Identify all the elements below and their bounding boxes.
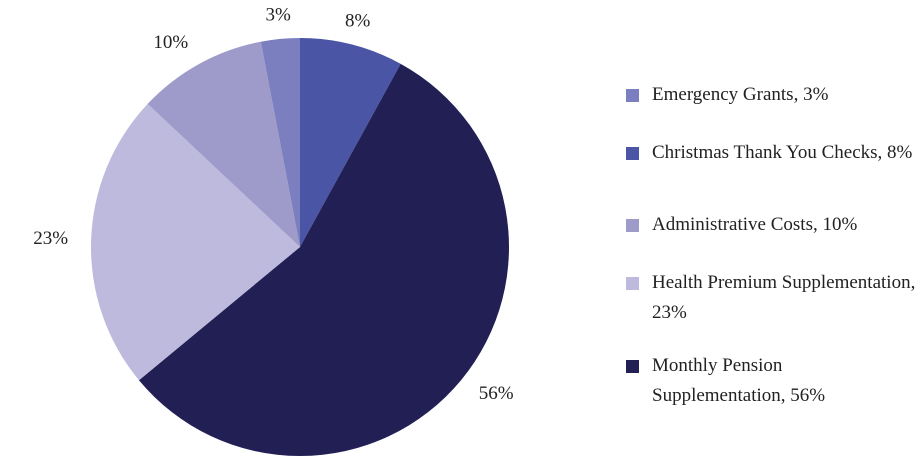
- pie-slice: [90, 103, 300, 381]
- legend-label: Health Premium Supplementation, 23%: [652, 272, 916, 323]
- legend-swatch: [626, 277, 639, 290]
- data-label: 10%: [153, 32, 188, 53]
- legend-label: Monthly Pension Supplementation, 56%: [652, 355, 826, 406]
- data-label: 23%: [33, 228, 68, 249]
- legend-label: Administrative Costs, 10%: [652, 214, 858, 235]
- pie-slice: [147, 41, 300, 247]
- legend-item: Administrative Costs, 10%: [626, 210, 916, 240]
- legend-item: Monthly Pension Supplementation, 56%: [626, 351, 916, 411]
- legend-item: Emergency Grants, 3%: [626, 80, 916, 110]
- legend-label: Emergency Grants, 3%: [652, 84, 829, 105]
- legend-swatch: [626, 89, 639, 102]
- legend-item: Health Premium Supplementation, 23%: [626, 268, 916, 328]
- data-label: 56%: [479, 383, 514, 404]
- legend-swatch: [626, 219, 639, 232]
- data-label: 3%: [266, 4, 292, 25]
- legend-swatch: [626, 360, 639, 373]
- pie-slice: [260, 38, 300, 247]
- legend-swatch: [626, 147, 639, 160]
- data-label: 8%: [345, 11, 371, 32]
- pie-slice: [138, 63, 510, 456]
- legend-label: Christmas Thank You Checks, 8%: [652, 142, 913, 163]
- legend-item: Christmas Thank You Checks, 8%: [626, 138, 916, 168]
- pie-slice: [300, 38, 401, 247]
